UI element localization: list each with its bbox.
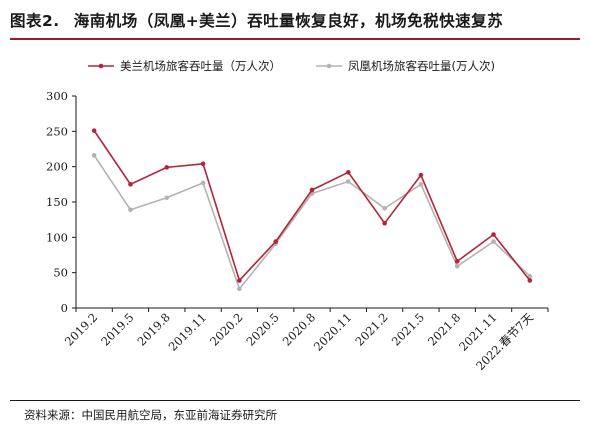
series-2-point bbox=[454, 264, 460, 269]
legend-label-1: 美兰机场旅客吞吐量（万人次） bbox=[120, 59, 281, 73]
series-1-point bbox=[309, 187, 315, 193]
series-1-point bbox=[382, 220, 387, 226]
series-2-point bbox=[237, 286, 242, 292]
title-rule bbox=[10, 38, 580, 40]
series-1-point bbox=[237, 278, 242, 283]
y-tick-label: 50 bbox=[53, 266, 68, 280]
y-tick-label: 150 bbox=[46, 195, 68, 209]
x-tick-label: 2021.2 bbox=[352, 310, 390, 348]
series-1-point bbox=[418, 172, 424, 178]
series-2-point bbox=[200, 180, 206, 186]
legend-marker-2 bbox=[326, 63, 332, 69]
series-1-point bbox=[200, 161, 206, 167]
series-line-2 bbox=[93, 154, 531, 290]
series-1-point bbox=[91, 128, 97, 133]
series-1-point bbox=[491, 232, 496, 237]
series-2-point bbox=[382, 206, 387, 211]
footer-rule bbox=[10, 400, 580, 401]
x-tick-label: 2020.5 bbox=[243, 310, 281, 348]
y-tick-label: 100 bbox=[46, 230, 68, 244]
x-tick-label: 2020.11 bbox=[311, 310, 355, 354]
series-2-point bbox=[128, 207, 133, 213]
figure-label: 图表2. bbox=[10, 12, 60, 30]
y-tick-label: 0 bbox=[61, 301, 68, 315]
y-tick-label: 250 bbox=[46, 124, 68, 138]
source-note: 资料来源：中国民用航空局，东亚前海证券研究所 bbox=[24, 408, 277, 422]
series-line-1 bbox=[93, 130, 531, 282]
x-tick-label: 2020.2 bbox=[207, 310, 245, 348]
figure-title: 图表2. 海南机场（凤凰+美兰）吞吐量恢复良好，机场免税快速复苏 bbox=[10, 9, 503, 31]
legend-marker-1 bbox=[98, 63, 104, 69]
x-tick-label: 2019.2 bbox=[62, 310, 100, 348]
figure-title-text: 海南机场（凤凰+美兰）吞吐量恢复良好，机场免税快速复苏 bbox=[73, 12, 504, 30]
series-2-point bbox=[91, 153, 97, 158]
series-1-point bbox=[346, 170, 351, 175]
series-1-point bbox=[273, 239, 278, 244]
x-tick-label: 2021.5 bbox=[389, 310, 427, 348]
series-2-point bbox=[527, 273, 533, 279]
series-2-point bbox=[346, 179, 351, 184]
series-1-point bbox=[454, 259, 460, 264]
series-1-point bbox=[527, 278, 533, 283]
series-2-point bbox=[164, 195, 170, 201]
y-tick-label: 200 bbox=[46, 160, 68, 174]
x-tick-label: 2019.11 bbox=[166, 310, 210, 354]
y-tick-label: 300 bbox=[46, 89, 68, 103]
series-1-point bbox=[164, 165, 170, 170]
legend-label-2: 凤凰机场旅客吞吐量(万人次) bbox=[348, 59, 495, 73]
x-tick-label: 2019.5 bbox=[98, 310, 136, 348]
series-2-point bbox=[491, 239, 496, 244]
series-1-point bbox=[128, 182, 133, 187]
series-2-point bbox=[418, 182, 424, 187]
